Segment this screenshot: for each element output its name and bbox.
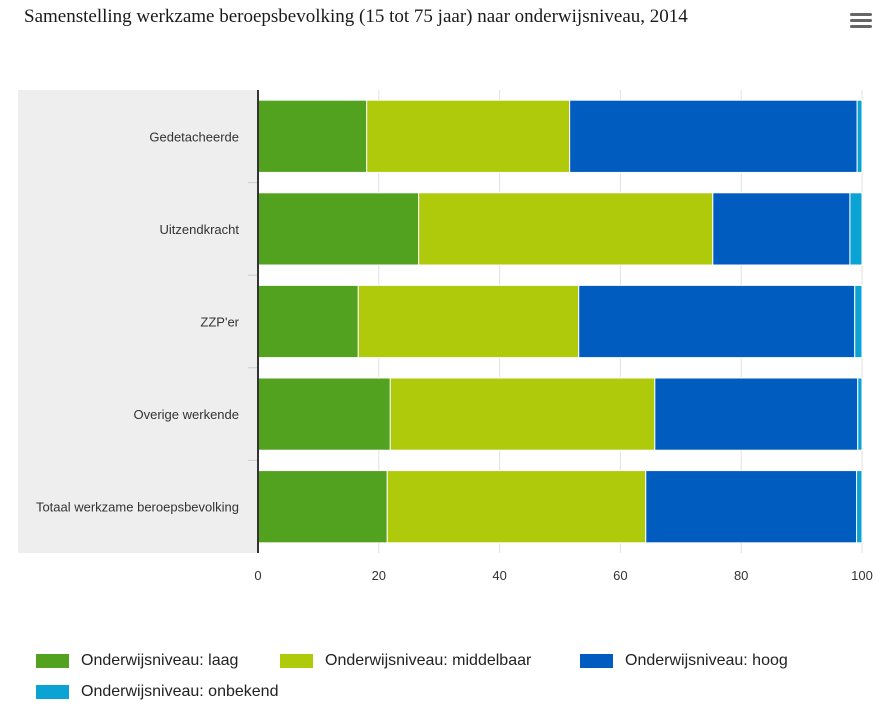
category-band-background bbox=[18, 90, 258, 553]
category-label: Totaal werkzame beroepsbevolking bbox=[36, 500, 239, 515]
bar-segment-series-4[interactable] bbox=[856, 470, 863, 544]
legend-swatch bbox=[580, 654, 613, 668]
bar-segment-series-3[interactable] bbox=[712, 192, 851, 266]
bar-segment-series-4[interactable] bbox=[854, 284, 863, 359]
x-tick-label: 20 bbox=[372, 568, 386, 583]
category-label: Gedetacheerde bbox=[149, 129, 239, 144]
legend-item[interactable]: Onderwijsniveau: hoog bbox=[580, 652, 788, 670]
x-tick-label: 100 bbox=[851, 568, 873, 583]
bar-segment-series-3[interactable] bbox=[578, 284, 856, 359]
bar-segment-series-3[interactable] bbox=[645, 470, 858, 544]
hamburger-menu-icon[interactable] bbox=[846, 10, 876, 36]
bar-segment-series-4[interactable] bbox=[849, 192, 863, 266]
category-label: Overige werkende bbox=[134, 407, 240, 422]
bar-segment-series-3[interactable] bbox=[654, 377, 859, 451]
legend-label: Onderwijsniveau: onbekend bbox=[81, 683, 279, 700]
legend-swatch bbox=[280, 654, 313, 668]
legend-item[interactable]: Onderwijsniveau: onbekend bbox=[36, 683, 278, 701]
bar-segment-series-4[interactable] bbox=[857, 377, 863, 451]
bar-segment-series-1[interactable] bbox=[257, 377, 391, 451]
chart-title: Samenstelling werkzame beroepsbevolking … bbox=[24, 6, 688, 27]
category-label: Uitzendkracht bbox=[160, 222, 240, 237]
x-tick-label: 0 bbox=[254, 568, 261, 583]
bar-segment-series-2[interactable] bbox=[389, 377, 656, 451]
bar-segment-series-1[interactable] bbox=[257, 470, 388, 544]
legend-label: Onderwijsniveau: middelbaar bbox=[325, 652, 532, 669]
legend-label: Onderwijsniveau: hoog bbox=[625, 652, 788, 669]
bar-segment-series-2[interactable] bbox=[418, 192, 714, 266]
legend-swatch bbox=[36, 685, 69, 699]
category-label: ZZP'er bbox=[200, 315, 239, 330]
bar-segment-series-2[interactable] bbox=[386, 470, 647, 544]
bar-segment-series-1[interactable] bbox=[257, 284, 359, 359]
legend-item[interactable]: Onderwijsniveau: laag bbox=[36, 652, 238, 670]
bar-segment-series-1[interactable] bbox=[257, 99, 368, 173]
bar-segment-series-2[interactable] bbox=[366, 99, 571, 173]
legend-label: Onderwijsniveau: laag bbox=[81, 652, 239, 669]
x-tick-label: 80 bbox=[734, 568, 748, 583]
bar-segment-series-4[interactable] bbox=[856, 99, 863, 173]
legend-item[interactable]: Onderwijsniveau: middelbaar bbox=[280, 652, 531, 670]
bar-segment-series-1[interactable] bbox=[257, 192, 420, 266]
x-tick-label: 60 bbox=[613, 568, 627, 583]
legend-swatch bbox=[36, 654, 69, 668]
stacked-bar-chart: Gedetacheerde Uitzendkracht ZZP'er Overige … bbox=[18, 90, 873, 583]
bar-segment-series-2[interactable] bbox=[357, 284, 580, 359]
bar-segment-series-3[interactable] bbox=[569, 99, 858, 173]
x-tick-label: 40 bbox=[492, 568, 506, 583]
